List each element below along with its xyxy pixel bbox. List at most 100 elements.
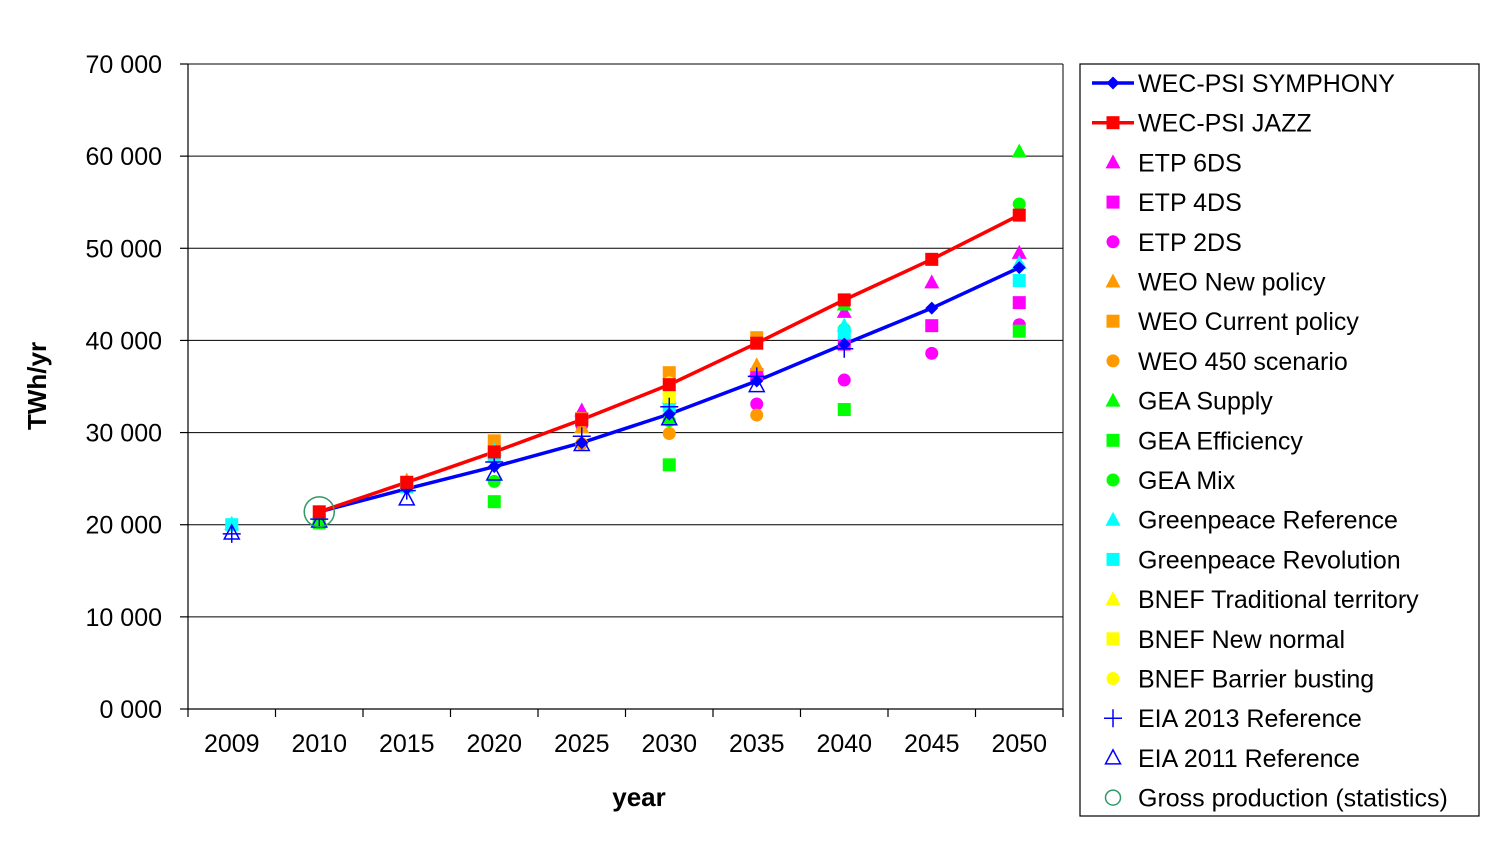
legend-label: BNEF Barrier busting bbox=[1138, 666, 1374, 694]
legend-marker bbox=[1104, 789, 1122, 806]
data-point bbox=[485, 464, 504, 481]
y-tick-label: 20 000 bbox=[86, 512, 162, 540]
y-tick-label: 30 000 bbox=[86, 420, 162, 448]
legend-marker bbox=[1105, 591, 1121, 606]
data-point bbox=[925, 301, 939, 315]
data-point bbox=[1012, 261, 1026, 275]
legend-item: GEA Supply bbox=[1105, 388, 1273, 416]
data-point bbox=[837, 293, 851, 307]
legend-marker bbox=[1106, 672, 1120, 685]
data-point bbox=[662, 407, 676, 421]
data-point bbox=[487, 460, 501, 474]
y-tick-label: 60 000 bbox=[86, 143, 162, 171]
legend-marker bbox=[1104, 709, 1122, 728]
legend-item: BNEF New normal bbox=[1106, 626, 1345, 654]
x-tick-label: 2010 bbox=[291, 730, 347, 758]
y-tick-label: 10 000 bbox=[86, 604, 162, 632]
plot-area bbox=[188, 64, 1063, 709]
legend-marker bbox=[1106, 235, 1120, 249]
x-tick-label: 2020 bbox=[466, 730, 522, 758]
y-tick-label: 40 000 bbox=[86, 327, 162, 355]
data-point bbox=[1012, 296, 1026, 310]
data-point bbox=[662, 366, 676, 380]
legend-marker bbox=[1105, 511, 1121, 526]
legend-label: Gross production (statistics) bbox=[1138, 785, 1448, 813]
y-tick-labels: 0 000 10 000 20 000 30 000 40 000 50 000 60 00… bbox=[86, 51, 188, 724]
legend-label: ETP 6DS bbox=[1138, 149, 1242, 177]
data-point bbox=[925, 346, 939, 360]
data-point bbox=[837, 326, 851, 340]
legend-label: ETP 4DS bbox=[1138, 189, 1242, 217]
data-point bbox=[925, 252, 939, 266]
legend-marker bbox=[1105, 273, 1121, 288]
legend: WEC-PSI SYMPHONY WEC-PSI JAZZ ETP 6DS ETP 4… bbox=[1079, 63, 1480, 817]
data-point bbox=[837, 403, 851, 417]
data-point bbox=[575, 436, 589, 450]
legend-marker bbox=[1105, 392, 1121, 407]
legend-item: WEO Current policy bbox=[1106, 308, 1359, 336]
x-tick-label: 2040 bbox=[816, 730, 872, 758]
y-axis-title: TWh/yr bbox=[22, 342, 52, 430]
x-tick-label: 2030 bbox=[641, 730, 697, 758]
x-tick-label: 2050 bbox=[991, 730, 1047, 758]
legend-item: BNEF Barrier busting bbox=[1106, 666, 1374, 694]
legend-label: Greenpeace Revolution bbox=[1138, 546, 1401, 574]
legend-item: GEA Efficiency bbox=[1106, 427, 1303, 455]
data-point bbox=[750, 336, 764, 350]
x-tick-label: 2045 bbox=[904, 730, 960, 758]
legend-item: WEO New policy bbox=[1105, 269, 1326, 297]
legend-label: BNEF Traditional territory bbox=[1138, 586, 1419, 614]
legend-marker bbox=[1106, 116, 1120, 130]
y-tick-label: 70 000 bbox=[86, 51, 162, 79]
legend-item: EIA 2011 Reference bbox=[1104, 745, 1360, 773]
gridlines bbox=[188, 63, 1063, 618]
data-point bbox=[924, 274, 940, 289]
legend-label: BNEF New normal bbox=[1138, 626, 1345, 654]
legend-item: EIA 2013 Reference bbox=[1104, 705, 1362, 733]
data-point bbox=[747, 375, 766, 393]
series-group bbox=[312, 208, 1026, 519]
data-point bbox=[1011, 143, 1027, 158]
data-point bbox=[662, 458, 676, 472]
data-point bbox=[487, 445, 501, 459]
data-point bbox=[662, 390, 676, 404]
legend-item: GEA Mix bbox=[1106, 467, 1236, 495]
legend-item: WEO 450 scenario bbox=[1106, 348, 1348, 376]
x-tick-label: 2009 bbox=[204, 730, 260, 758]
legend-label: WEO Current policy bbox=[1138, 308, 1359, 336]
legend-label: GEA Supply bbox=[1138, 388, 1273, 416]
legend-label: WEO New policy bbox=[1138, 269, 1326, 297]
legend-marker bbox=[1106, 433, 1120, 447]
legend-item: ETP 4DS bbox=[1106, 189, 1242, 217]
data-point bbox=[925, 319, 939, 333]
legend-marker bbox=[1104, 748, 1122, 765]
legend-marker bbox=[1106, 632, 1120, 646]
legend-item: WEC-PSI SYMPHONY bbox=[1092, 70, 1395, 98]
data-point bbox=[487, 434, 501, 448]
data-point bbox=[837, 373, 851, 387]
x-tick-label: 2015 bbox=[379, 730, 435, 758]
data-point bbox=[1012, 208, 1026, 222]
legend-label: WEC-PSI JAZZ bbox=[1138, 110, 1312, 138]
legend-label: GEA Efficiency bbox=[1138, 427, 1303, 455]
data-point bbox=[312, 505, 326, 519]
series-group bbox=[662, 390, 676, 404]
data-point bbox=[303, 496, 335, 528]
legend-label: GEA Mix bbox=[1138, 467, 1236, 495]
series-group bbox=[303, 496, 335, 528]
legend-marker bbox=[1105, 154, 1121, 169]
data-point bbox=[750, 397, 764, 411]
data-point bbox=[662, 378, 676, 392]
legend-marker bbox=[1106, 473, 1120, 487]
legend-item: BNEF Traditional territory bbox=[1105, 586, 1419, 614]
data-point bbox=[397, 489, 416, 506]
data-point bbox=[750, 408, 764, 422]
data-point bbox=[400, 475, 414, 489]
data-point bbox=[1012, 197, 1026, 211]
legend-item: WEC-PSI JAZZ bbox=[1092, 110, 1312, 138]
legend-marker bbox=[1106, 76, 1120, 90]
series-markers bbox=[222, 143, 1027, 543]
legend-label: ETP 2DS bbox=[1138, 229, 1242, 257]
